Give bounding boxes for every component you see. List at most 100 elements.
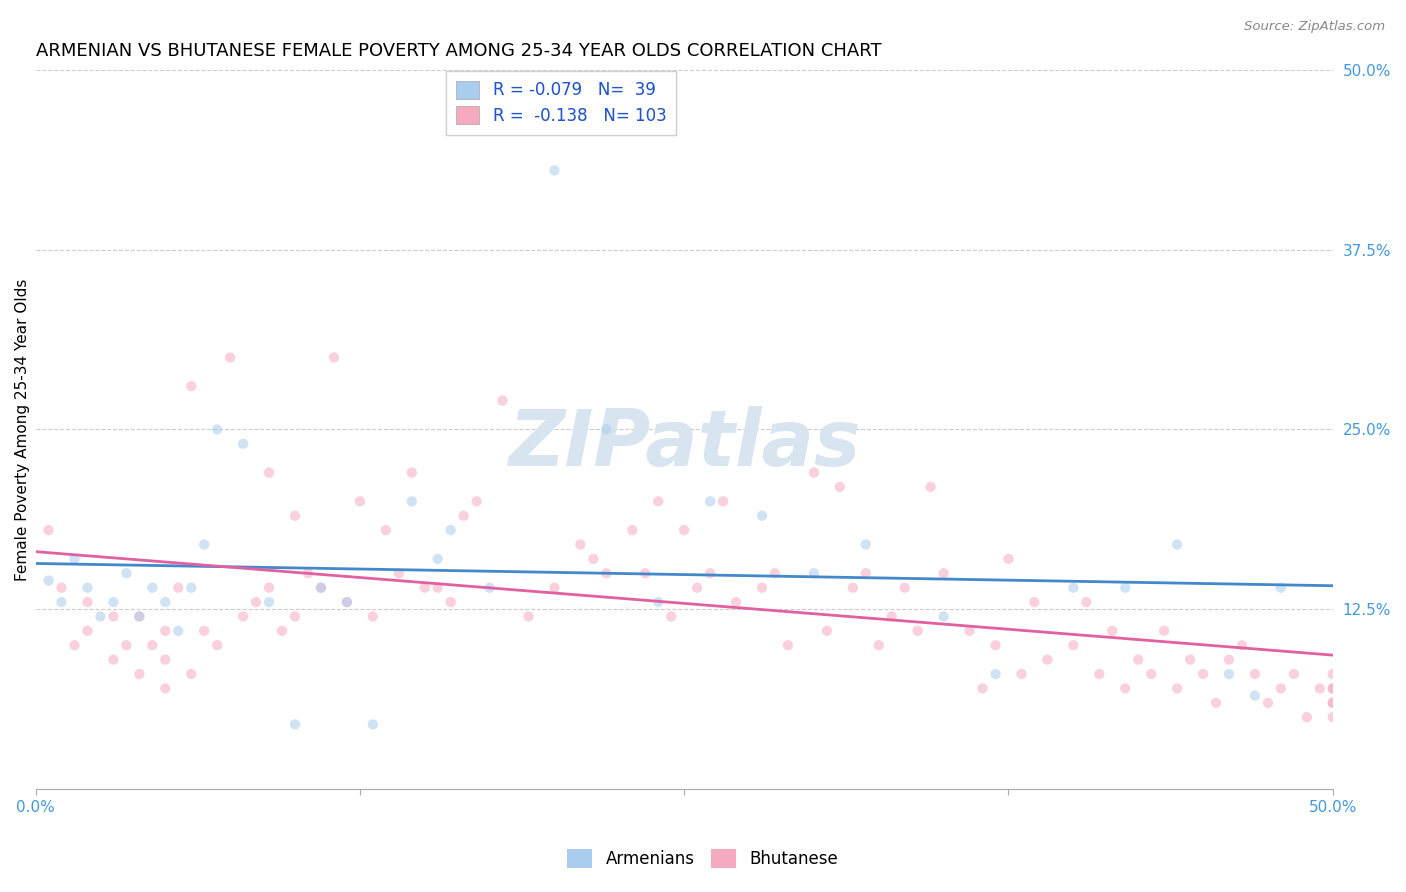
Point [1036,653,1059,667]
Point [543,163,565,178]
Point [1062,581,1084,595]
Legend: Armenians, Bhutanese: Armenians, Bhutanese [561,843,845,875]
Point [517,609,540,624]
Point [1270,581,1292,595]
Point [155,653,177,667]
Point [76,581,98,595]
Point [1062,638,1084,652]
Point [103,609,125,624]
Legend: R = -0.079   N=  39, R =  -0.138   N= 103: R = -0.079 N= 39, R = -0.138 N= 103 [446,70,676,135]
Point [1024,595,1046,609]
Point [401,466,423,480]
Point [776,638,799,652]
Point [569,537,592,551]
Point [89,609,111,624]
Point [361,609,384,624]
Point [51,581,73,595]
Point [1257,696,1279,710]
Point [699,494,721,508]
Point [257,595,280,609]
Point [634,566,657,581]
Point [803,466,825,480]
Point [1192,667,1215,681]
Point [1244,689,1267,703]
Point [1205,696,1227,710]
Point [1270,681,1292,696]
Point [141,638,163,652]
Point [401,494,423,508]
Point [180,379,202,393]
Point [868,638,890,652]
Text: Source: ZipAtlas.com: Source: ZipAtlas.com [1244,20,1385,33]
Point [245,595,267,609]
Point [284,508,307,523]
Point [763,566,786,581]
Point [893,581,915,595]
Point [232,437,254,451]
Point [1166,537,1188,551]
Point [711,494,734,508]
Point [336,595,359,609]
Point [76,624,98,638]
Point [725,595,748,609]
Point [426,581,449,595]
Point [1309,681,1331,696]
Point [388,566,411,581]
Point [413,581,436,595]
Point [751,508,773,523]
Point [1322,696,1344,710]
Point [1178,653,1201,667]
Point [478,581,501,595]
Point [193,624,215,638]
Point [855,566,877,581]
Point [257,466,280,480]
Point [595,566,617,581]
Point [1010,667,1032,681]
Point [155,624,177,638]
Point [907,624,929,638]
Point [595,422,617,436]
Point [103,653,125,667]
Point [257,581,280,595]
Point [374,523,396,537]
Point [1128,653,1150,667]
Point [63,638,86,652]
Point [659,609,682,624]
Point [1322,667,1344,681]
Point [920,480,942,494]
Point [686,581,709,595]
Point [180,667,202,681]
Point [284,609,307,624]
Point [284,717,307,731]
Point [1244,667,1267,681]
Point [115,638,138,652]
Point [128,609,150,624]
Point [103,595,125,609]
Point [1101,624,1123,638]
Point [453,508,475,523]
Point [815,624,838,638]
Point [673,523,696,537]
Point [984,638,1007,652]
Point [1322,696,1344,710]
Point [1322,681,1344,696]
Point [219,351,242,365]
Point [1322,681,1344,696]
Point [128,609,150,624]
Point [997,552,1019,566]
Point [322,351,344,365]
Point [51,595,73,609]
Point [1166,681,1188,696]
Point [751,581,773,595]
Point [582,552,605,566]
Point [1218,667,1240,681]
Point [128,667,150,681]
Point [38,574,60,588]
Point [1153,624,1175,638]
Point [426,552,449,566]
Point [193,537,215,551]
Point [647,595,669,609]
Point [205,638,228,652]
Point [1295,710,1317,724]
Text: ZIPatlas: ZIPatlas [508,406,860,482]
